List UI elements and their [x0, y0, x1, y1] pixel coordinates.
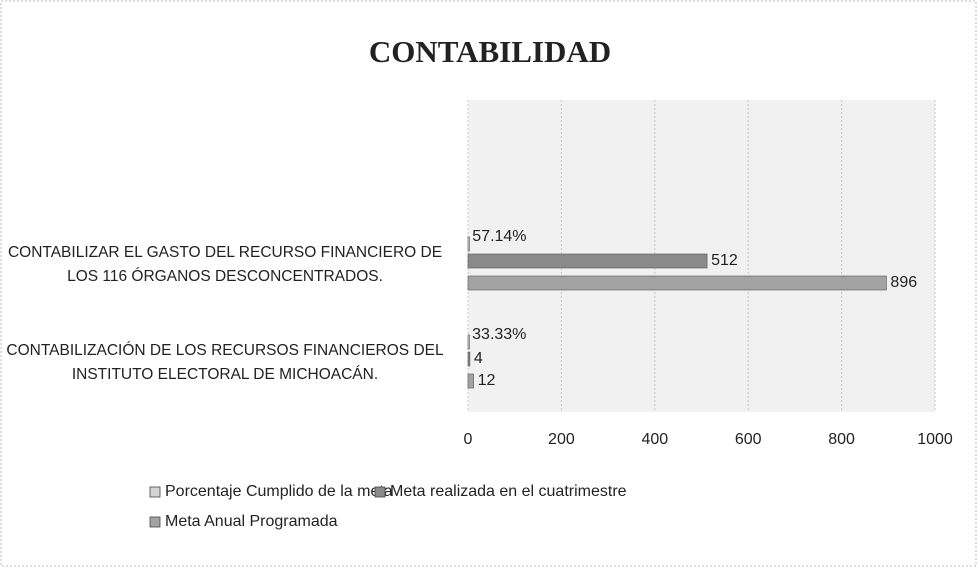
legend-swatch [149, 486, 161, 498]
legend-label: Meta Anual Programada [165, 513, 338, 530]
x-tick-label: 1000 [917, 431, 953, 448]
x-tick-label: 400 [641, 431, 668, 448]
bar [467, 275, 887, 291]
data-label: 896 [890, 274, 917, 291]
x-tick-label: 0 [464, 431, 473, 448]
legend-swatch [374, 486, 386, 498]
x-tick-label: 200 [548, 431, 575, 448]
y-tick-label: CONTABILIZACIÓN DE LOS RECURSOS FINANCIE… [6, 342, 444, 383]
data-label: 12 [478, 372, 496, 389]
bar [467, 236, 470, 252]
bar [467, 373, 474, 389]
data-label: 512 [711, 252, 738, 269]
bar [467, 334, 470, 350]
x-tick-label: 800 [828, 431, 855, 448]
x-tick-label: 600 [735, 431, 762, 448]
data-label: 33.33% [472, 326, 526, 343]
data-label: 4 [474, 350, 483, 367]
data-label: 57.14% [472, 228, 526, 245]
y-tick-label: CONTABILIZAR EL GASTO DEL RECURSO FINANC… [7, 244, 443, 285]
bar [467, 351, 471, 367]
chart-title: CONTABILIDAD [369, 34, 611, 69]
legend-label: Porcentaje Cumplido de la meta [165, 483, 393, 500]
bar [467, 253, 708, 269]
legend-label: Meta realizada en el cuatrimestre [390, 483, 627, 500]
legend-swatch [149, 516, 161, 528]
